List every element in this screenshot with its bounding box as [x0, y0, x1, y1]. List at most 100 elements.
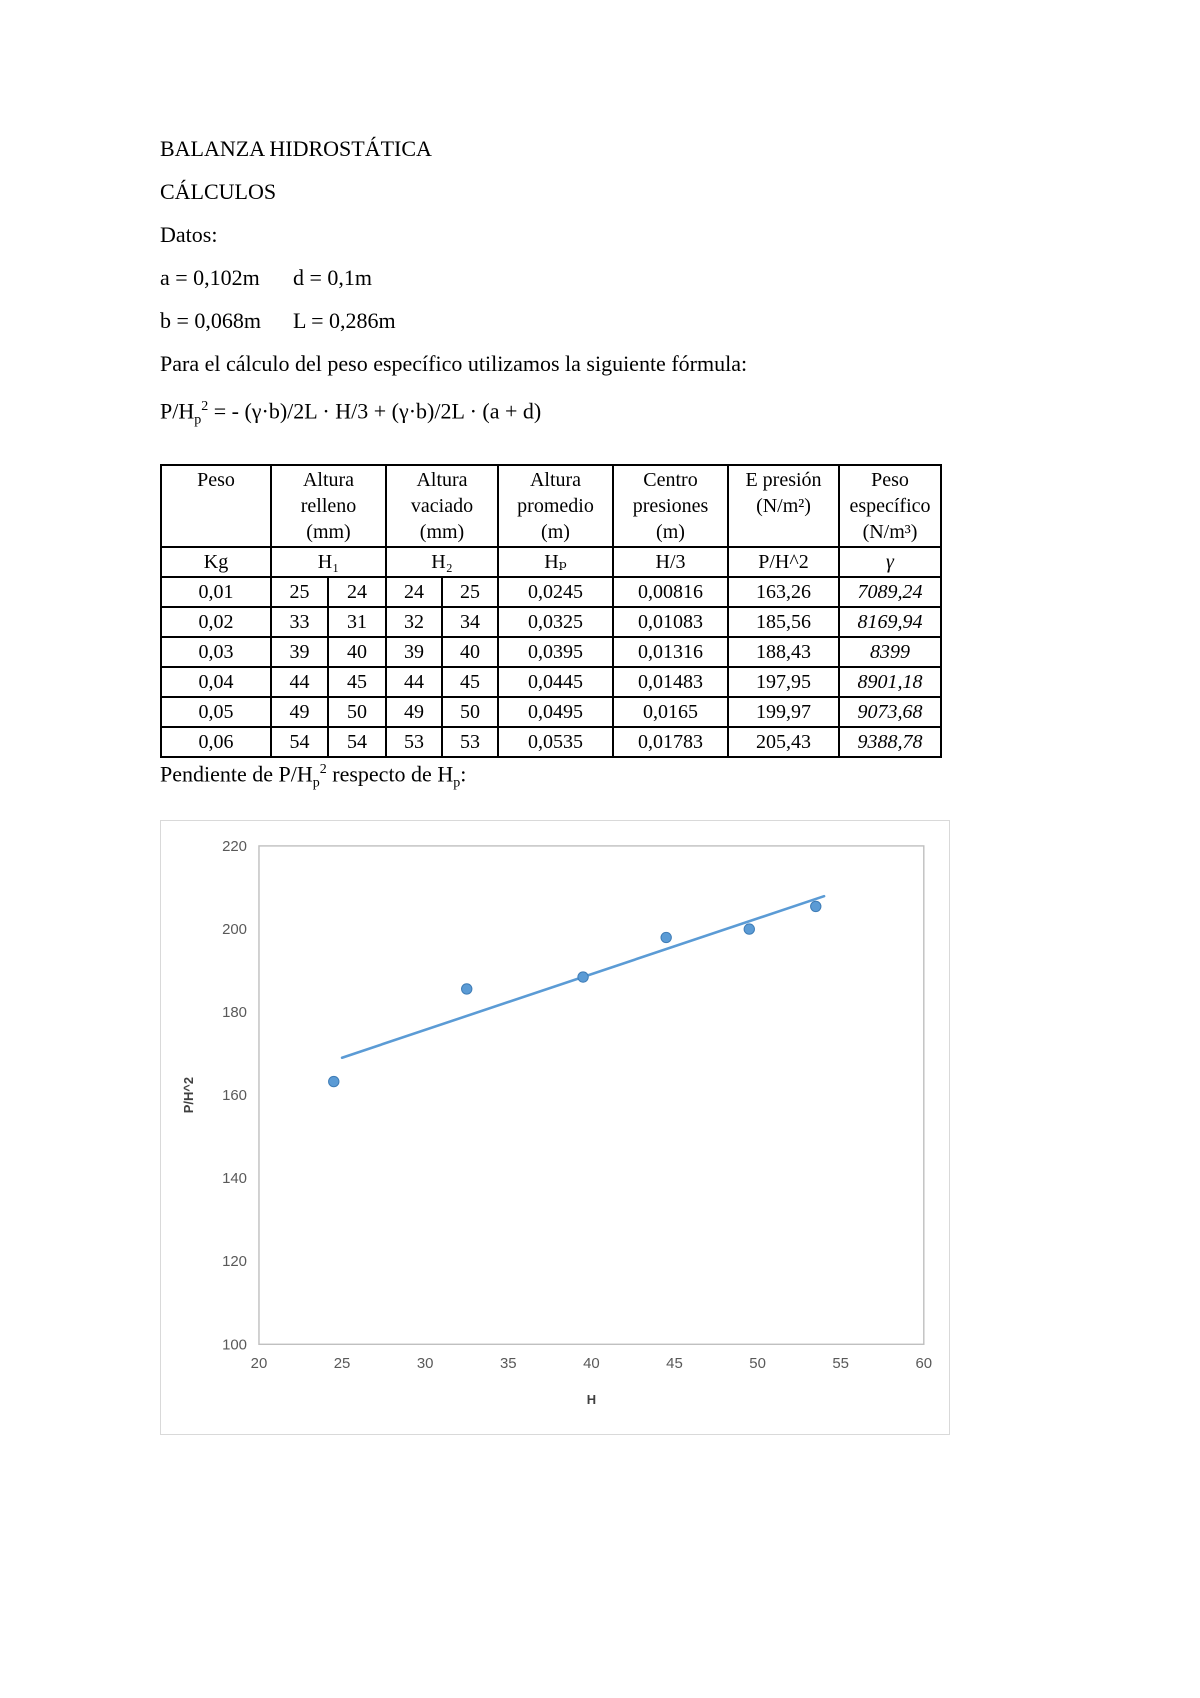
y-tick-label: 120	[222, 1254, 247, 1271]
table-cell: 40	[441, 635, 499, 668]
table-cell: 53	[441, 725, 499, 758]
table-header-cell: Peso específico (N/m³)	[838, 463, 942, 548]
x-tick-label: 25	[334, 1356, 351, 1373]
datos-line-1: a = 0,102m d = 0,1m	[160, 266, 1040, 289]
table-header-cell: γ	[838, 545, 942, 578]
y-tick-label: 200	[222, 921, 247, 938]
x-tick-label: 20	[251, 1356, 268, 1373]
table-cell: 32	[385, 605, 443, 638]
table-cell: 54	[270, 725, 329, 758]
table-cell: 0,0535	[497, 725, 614, 758]
pendiente-p2: respecto de H	[326, 761, 454, 787]
table-cell: 205,43	[727, 725, 840, 758]
table-cell: 0,01	[160, 575, 272, 608]
table-cell: 49	[270, 695, 329, 728]
table-row: 0,05 49 50 49 50 0,0495 0,0165 199,97 9073,68	[160, 695, 942, 728]
table-cell: 0,03	[160, 635, 272, 668]
page-title: BALANZA HIDROSTÁTICA	[160, 136, 432, 161]
y-tick-label: 100	[222, 1337, 247, 1354]
dato-l: L = 0,286m	[293, 308, 396, 333]
table-cell: 31	[327, 605, 387, 638]
y-tick-label: 220	[222, 838, 247, 855]
table-header-cell: P/H^2	[727, 545, 840, 578]
formula-rest: = - (γ·b)/2L · H/3 + (γ·b)/2L · (a + d)	[208, 398, 542, 424]
table-cell: 188,43	[727, 635, 840, 668]
table-row: 0,04 44 45 44 45 0,0445 0,01483 197,95 8901,18	[160, 665, 942, 698]
x-tick-label: 50	[749, 1356, 766, 1373]
table-cell: 34	[441, 605, 499, 638]
formula-pre: P/H	[160, 398, 195, 424]
dato-d: d = 0,1m	[293, 265, 373, 290]
table-header-cell: H₂	[385, 545, 499, 578]
table-cell: 0,04	[160, 665, 272, 698]
dato-b: b = 0,068m	[160, 308, 262, 333]
table-cell: 50	[327, 695, 387, 728]
table-cell: 24	[385, 575, 443, 608]
data-point	[577, 971, 589, 984]
chart-svg: 100 120 140 160 180 200 220 20 25 30 35 40 45 50 55 60 P…	[181, 838, 932, 1407]
dato-a: a = 0,102m	[160, 265, 260, 290]
datos-line-2: b = 0,068m L = 0,286m	[160, 309, 1040, 332]
formula-intro: Para el cálculo del peso específico util…	[160, 351, 748, 376]
x-tick-label: 55	[832, 1356, 849, 1373]
table-cell: 39	[385, 635, 443, 668]
table-cell: 0,00816	[612, 575, 729, 608]
pendiente-p1: Pendiente de P/H	[160, 761, 313, 787]
table-header-cell: Centro presiones (m)	[612, 463, 729, 548]
table-cell: 197,95	[727, 665, 840, 698]
table-cell: 0,05	[160, 695, 272, 728]
table-header-row-2: Kg H₁ H₂ Hₚ H/3 P/H^2 γ	[160, 545, 942, 578]
plot-area-border	[258, 845, 925, 1346]
data-point	[810, 901, 822, 913]
table-cell: 0,0165	[612, 695, 729, 728]
x-tick-label: 45	[666, 1356, 683, 1373]
table-cell: 0,0495	[497, 695, 614, 728]
data-point	[743, 923, 755, 936]
pendiente-label: Pendiente de P/Hp2 respecto de Hp:	[160, 758, 1040, 795]
table-row: 0,01 25 24 24 25 0,0245 0,00816 163,26 7089,24	[160, 575, 942, 608]
table-cell: 0,01316	[612, 635, 729, 668]
table-cell: 7089,24	[838, 575, 942, 608]
table-cell: 8169,94	[838, 605, 942, 638]
formula-sup: 2	[201, 399, 209, 414]
table-cell: 25	[270, 575, 329, 608]
pendiente-sup1: 2	[319, 761, 327, 777]
table-cell: 0,0445	[497, 665, 614, 698]
table-cell: 45	[441, 665, 499, 698]
table-cell: 44	[270, 665, 329, 698]
x-tick-label: 40	[583, 1356, 600, 1373]
table-cell: 0,01083	[612, 605, 729, 638]
y-tick-label: 160	[222, 1088, 247, 1105]
table-cell: 50	[441, 695, 499, 728]
table-cell: 0,0395	[497, 635, 614, 668]
scatter-chart: 100 120 140 160 180 200 220 20 25 30 35 40 45 50 55 60 P…	[160, 820, 950, 1436]
pendiente-p3: :	[460, 761, 467, 787]
table-row: 0,02 33 31 32 34 0,0325 0,01083 185,56 8169,94	[160, 605, 942, 638]
table-cell: 45	[327, 665, 387, 698]
table-cell: 8901,18	[838, 665, 942, 698]
table-header-cell: H₁	[270, 545, 387, 578]
table-header-cell: Altura vaciado (mm)	[385, 463, 499, 548]
data-point	[328, 1076, 340, 1088]
table-cell: 0,02	[160, 605, 272, 638]
formula-sub: p	[194, 412, 202, 428]
pendiente-sub1: p	[312, 775, 320, 791]
table-row: 0,03 39 40 39 40 0,0395 0,01316 188,43 8399	[160, 635, 942, 668]
datos-label: Datos:	[160, 222, 218, 247]
table-header-cell: Hₚ	[497, 545, 614, 578]
table-cell: 163,26	[727, 575, 840, 608]
calc-table: Peso Altura relleno (mm) Altura vaciado …	[160, 463, 942, 758]
data-point	[660, 932, 672, 944]
table-cell: 8399	[838, 635, 942, 668]
table-cell: 40	[327, 635, 387, 668]
table-cell: 39	[270, 635, 329, 668]
table-cell: 185,56	[727, 605, 840, 638]
y-tick-label: 180	[222, 1004, 247, 1021]
x-tick-label: 60	[915, 1356, 932, 1373]
data-point	[461, 983, 473, 996]
table-header-cell: Altura promedio (m)	[497, 463, 614, 548]
table-cell: 25	[441, 575, 499, 608]
x-tick-label: 30	[417, 1356, 434, 1373]
table-header-row-1: Peso Altura relleno (mm) Altura vaciado …	[160, 463, 942, 548]
table-body: 0,01 25 24 24 25 0,0245 0,00816 163,26 7089,24 0,…	[160, 575, 942, 758]
